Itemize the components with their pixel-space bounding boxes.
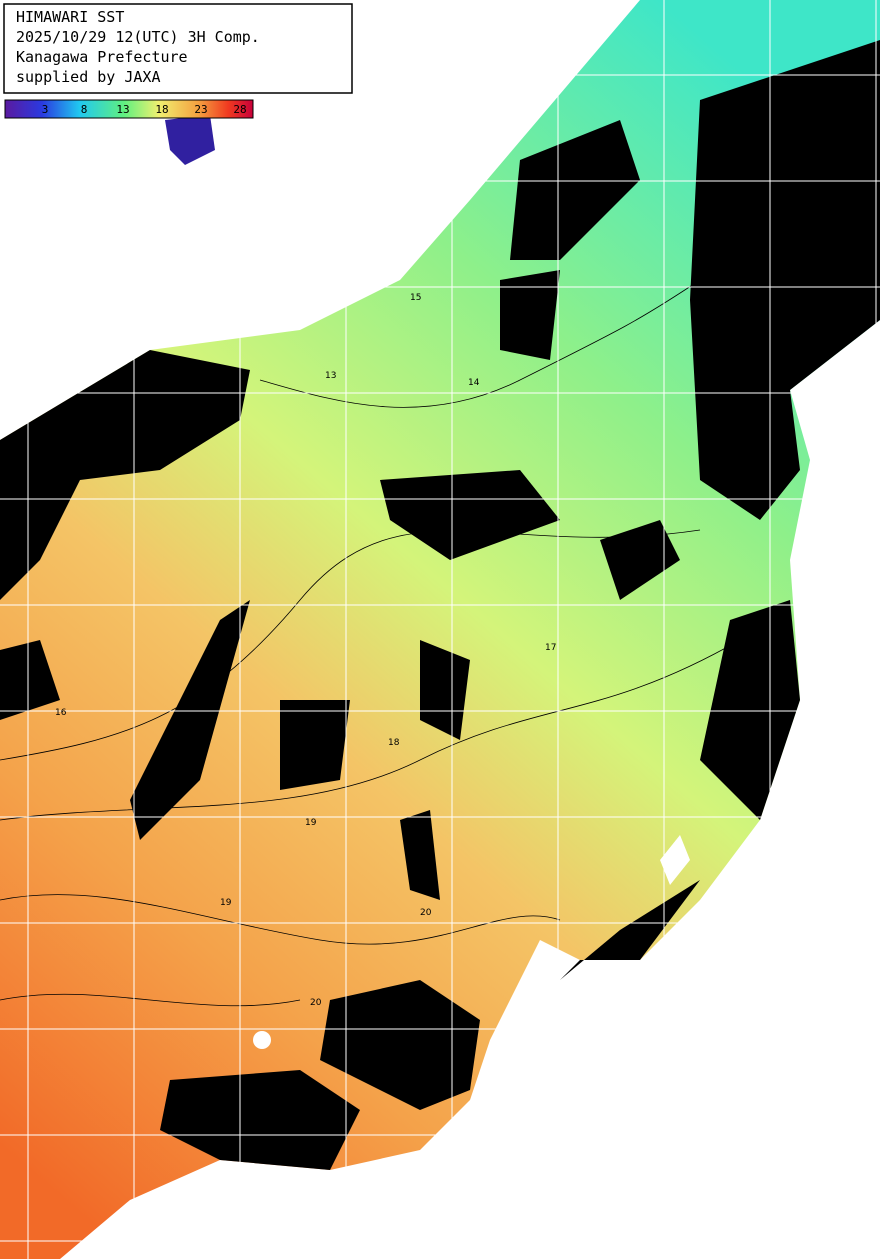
contour-lines <box>0 279 741 1007</box>
contour-label: 19 <box>220 898 232 908</box>
contour-label: 20 <box>310 998 322 1008</box>
contour-label: 15 <box>410 293 421 303</box>
colorbar-tick-label: 23 <box>194 103 207 116</box>
header-line: HIMAWARI SST <box>16 8 124 26</box>
island-shadow <box>165 115 215 165</box>
colorbar-tick-label: 3 <box>42 103 49 116</box>
colorbar-tick-label: 18 <box>155 103 168 116</box>
contour-label: 18 <box>388 738 400 748</box>
colorbar-tick-label: 8 <box>81 103 88 116</box>
island <box>660 835 690 885</box>
contour-label: 20 <box>420 908 432 918</box>
island <box>253 1031 271 1049</box>
colorbar-tick-label: 28 <box>233 103 246 116</box>
cloud-cover <box>0 40 880 1170</box>
colorbar-tick-label: 13 <box>116 103 129 116</box>
contour-label: 19 <box>305 818 317 828</box>
header-line: 2025/10/29 12(UTC) 3H Comp. <box>16 28 260 46</box>
colorbar <box>4 99 254 119</box>
header-line: Kanagawa Prefecture <box>16 48 188 66</box>
contour-label: 14 <box>468 378 480 388</box>
contour-label: 13 <box>325 371 336 381</box>
contour-label: 17 <box>545 643 556 653</box>
header-line: supplied by JAXA <box>16 68 161 86</box>
contour-label: 16 <box>55 708 67 718</box>
header-box <box>3 3 353 94</box>
